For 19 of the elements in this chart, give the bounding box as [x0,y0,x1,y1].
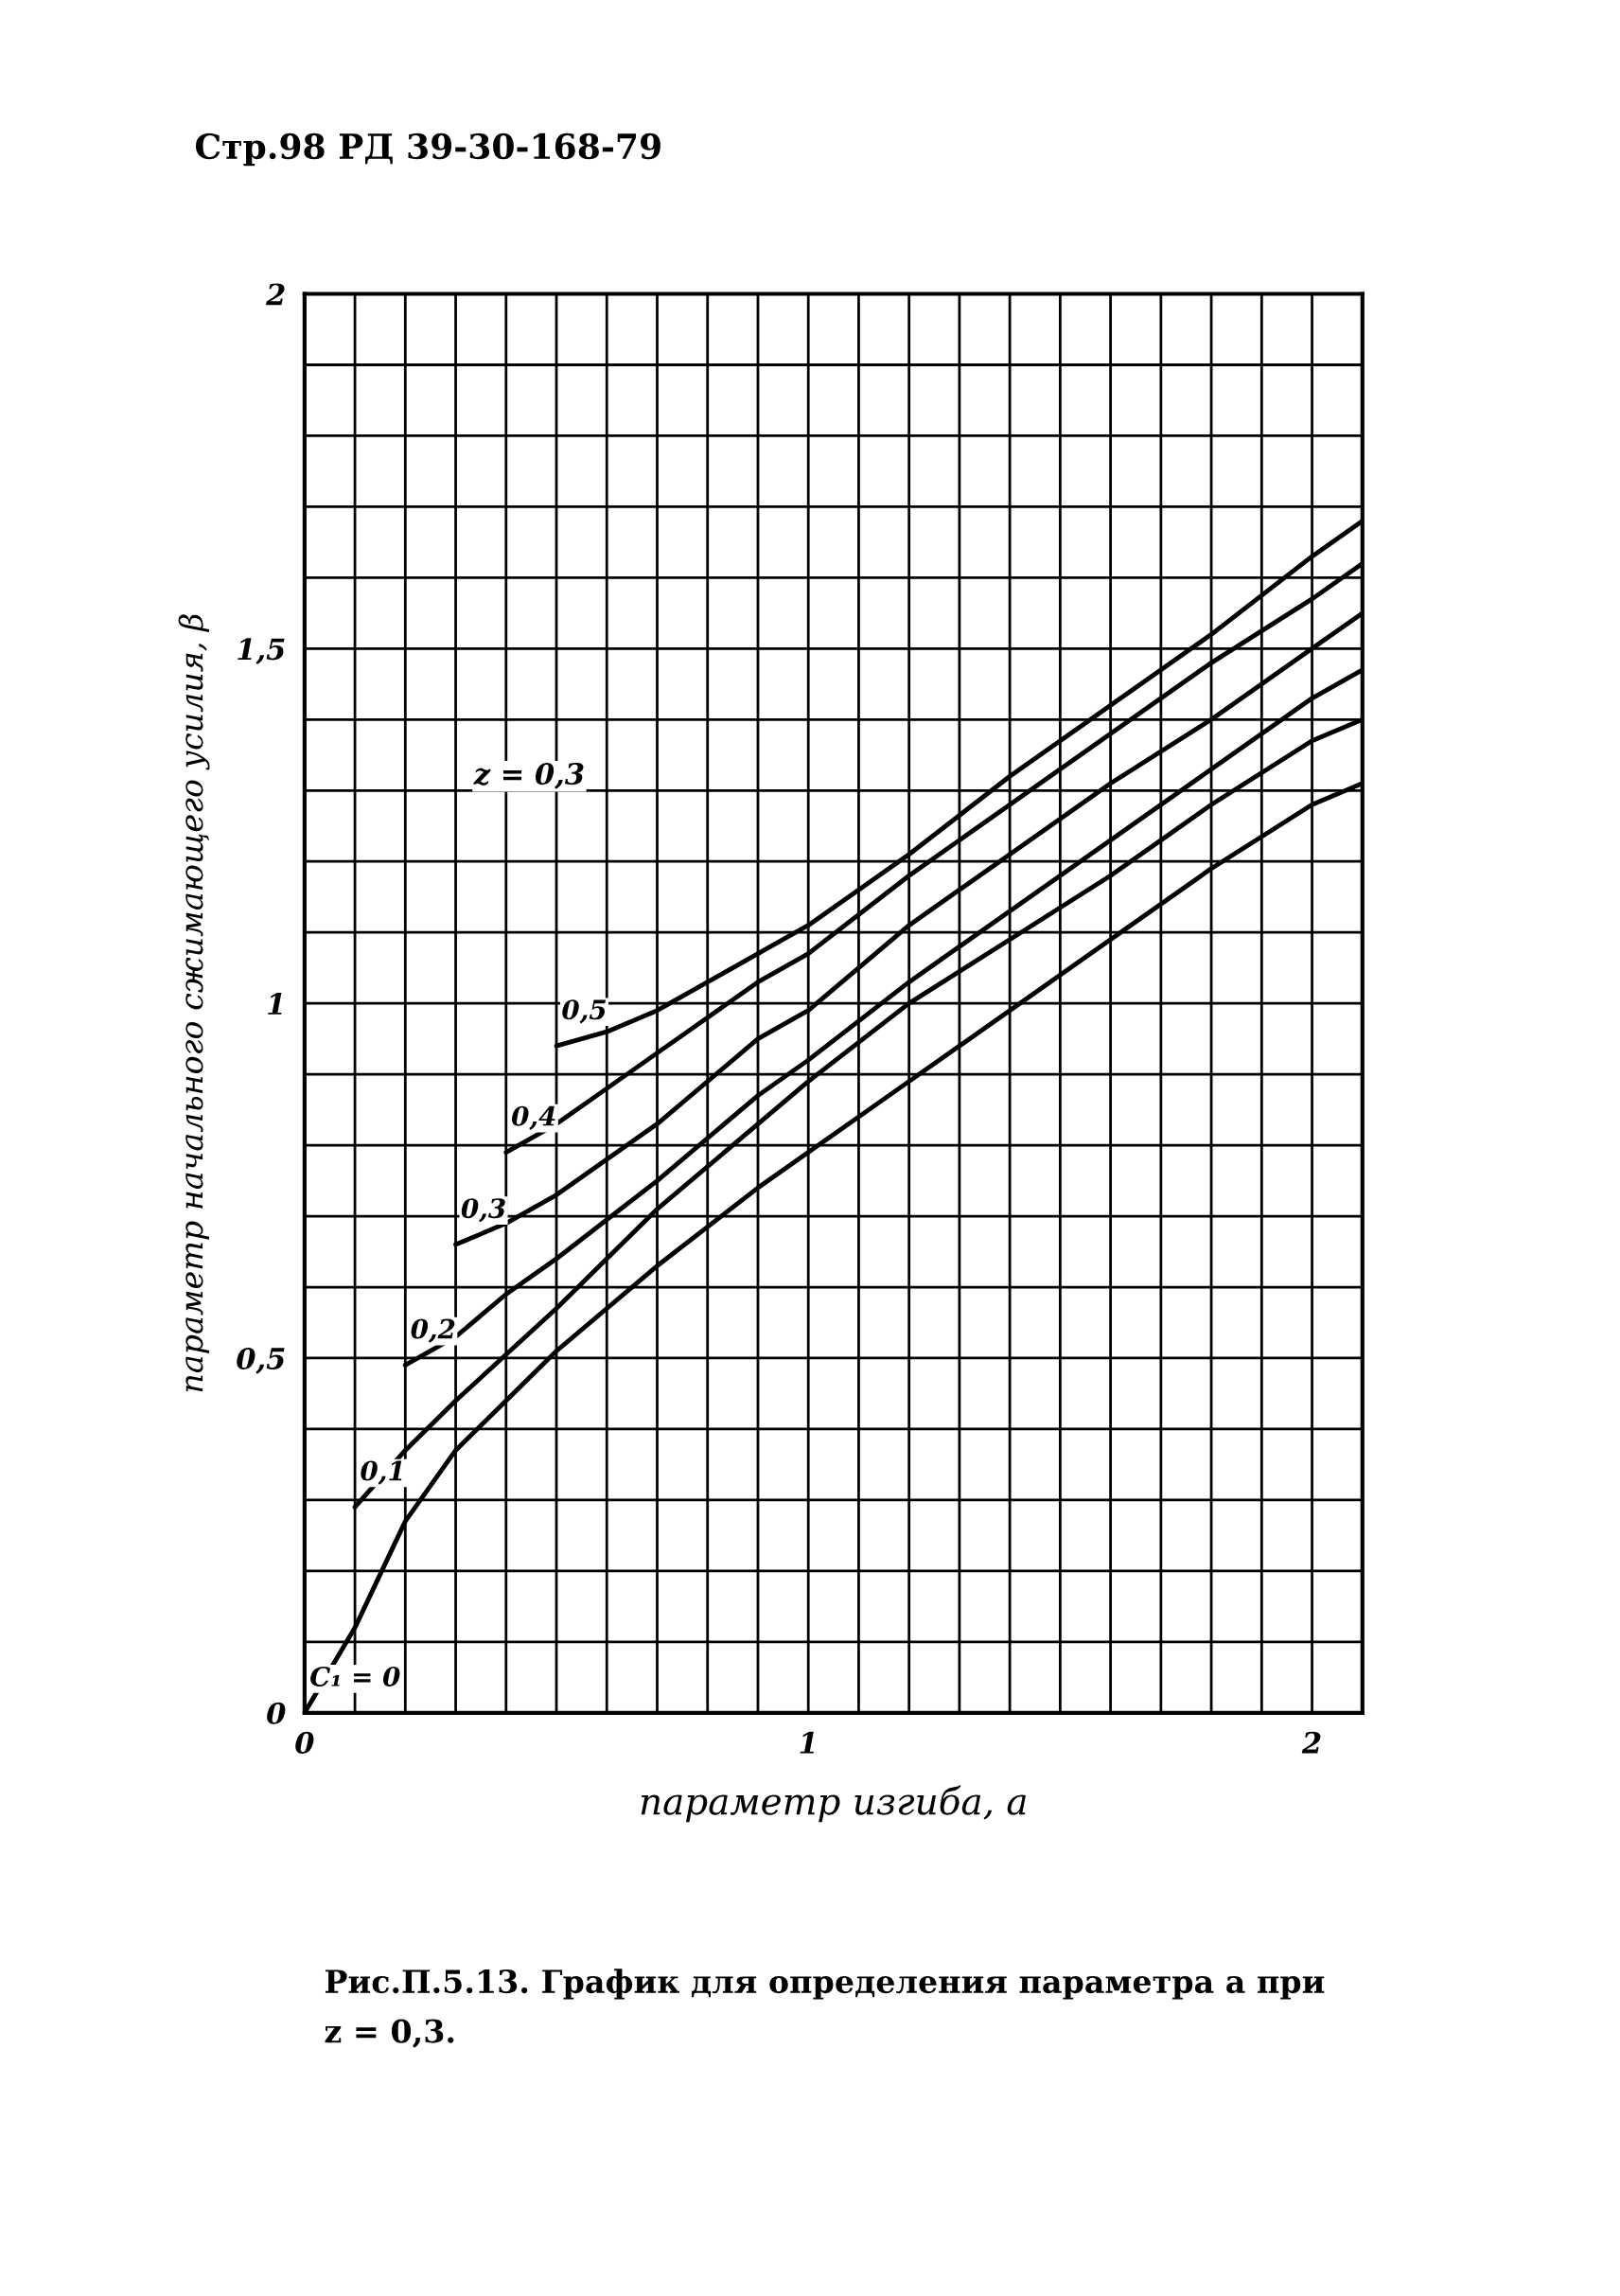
series-label: 0,4 [512,1105,555,1130]
series-label: 0,2 [411,1318,455,1343]
y-tick-label: 0 [267,1702,286,1724]
series-label: 0,3 [461,1198,505,1223]
x-tick-label: 0 [295,1731,314,1754]
series-label: 0,5 [562,999,607,1024]
series-label: 0,1 [361,1460,402,1485]
series-label: C₁ = 0 [310,1666,400,1687]
x-tick-label: 2 [1301,1731,1321,1754]
y-tick-label: 1,5 [238,638,285,664]
y-axis-title: параметр начального сжимающего усилия, β [178,614,210,1392]
y-tick-label: 0,5 [237,1347,285,1374]
text: Стр.98 РД 39-30-168-79 [195,132,660,167]
x-axis-title: параметр изгиба, a [641,1785,1026,1823]
x-tick-label: 1 [800,1731,814,1754]
annotation: z = 0,3 [473,763,584,789]
y-tick-label: 1 [268,993,282,1015]
text: Рис.П.5.13. График для определения параметра a при z = 0,3. [325,1969,1325,2048]
y-tick-label: 2 [266,283,285,306]
